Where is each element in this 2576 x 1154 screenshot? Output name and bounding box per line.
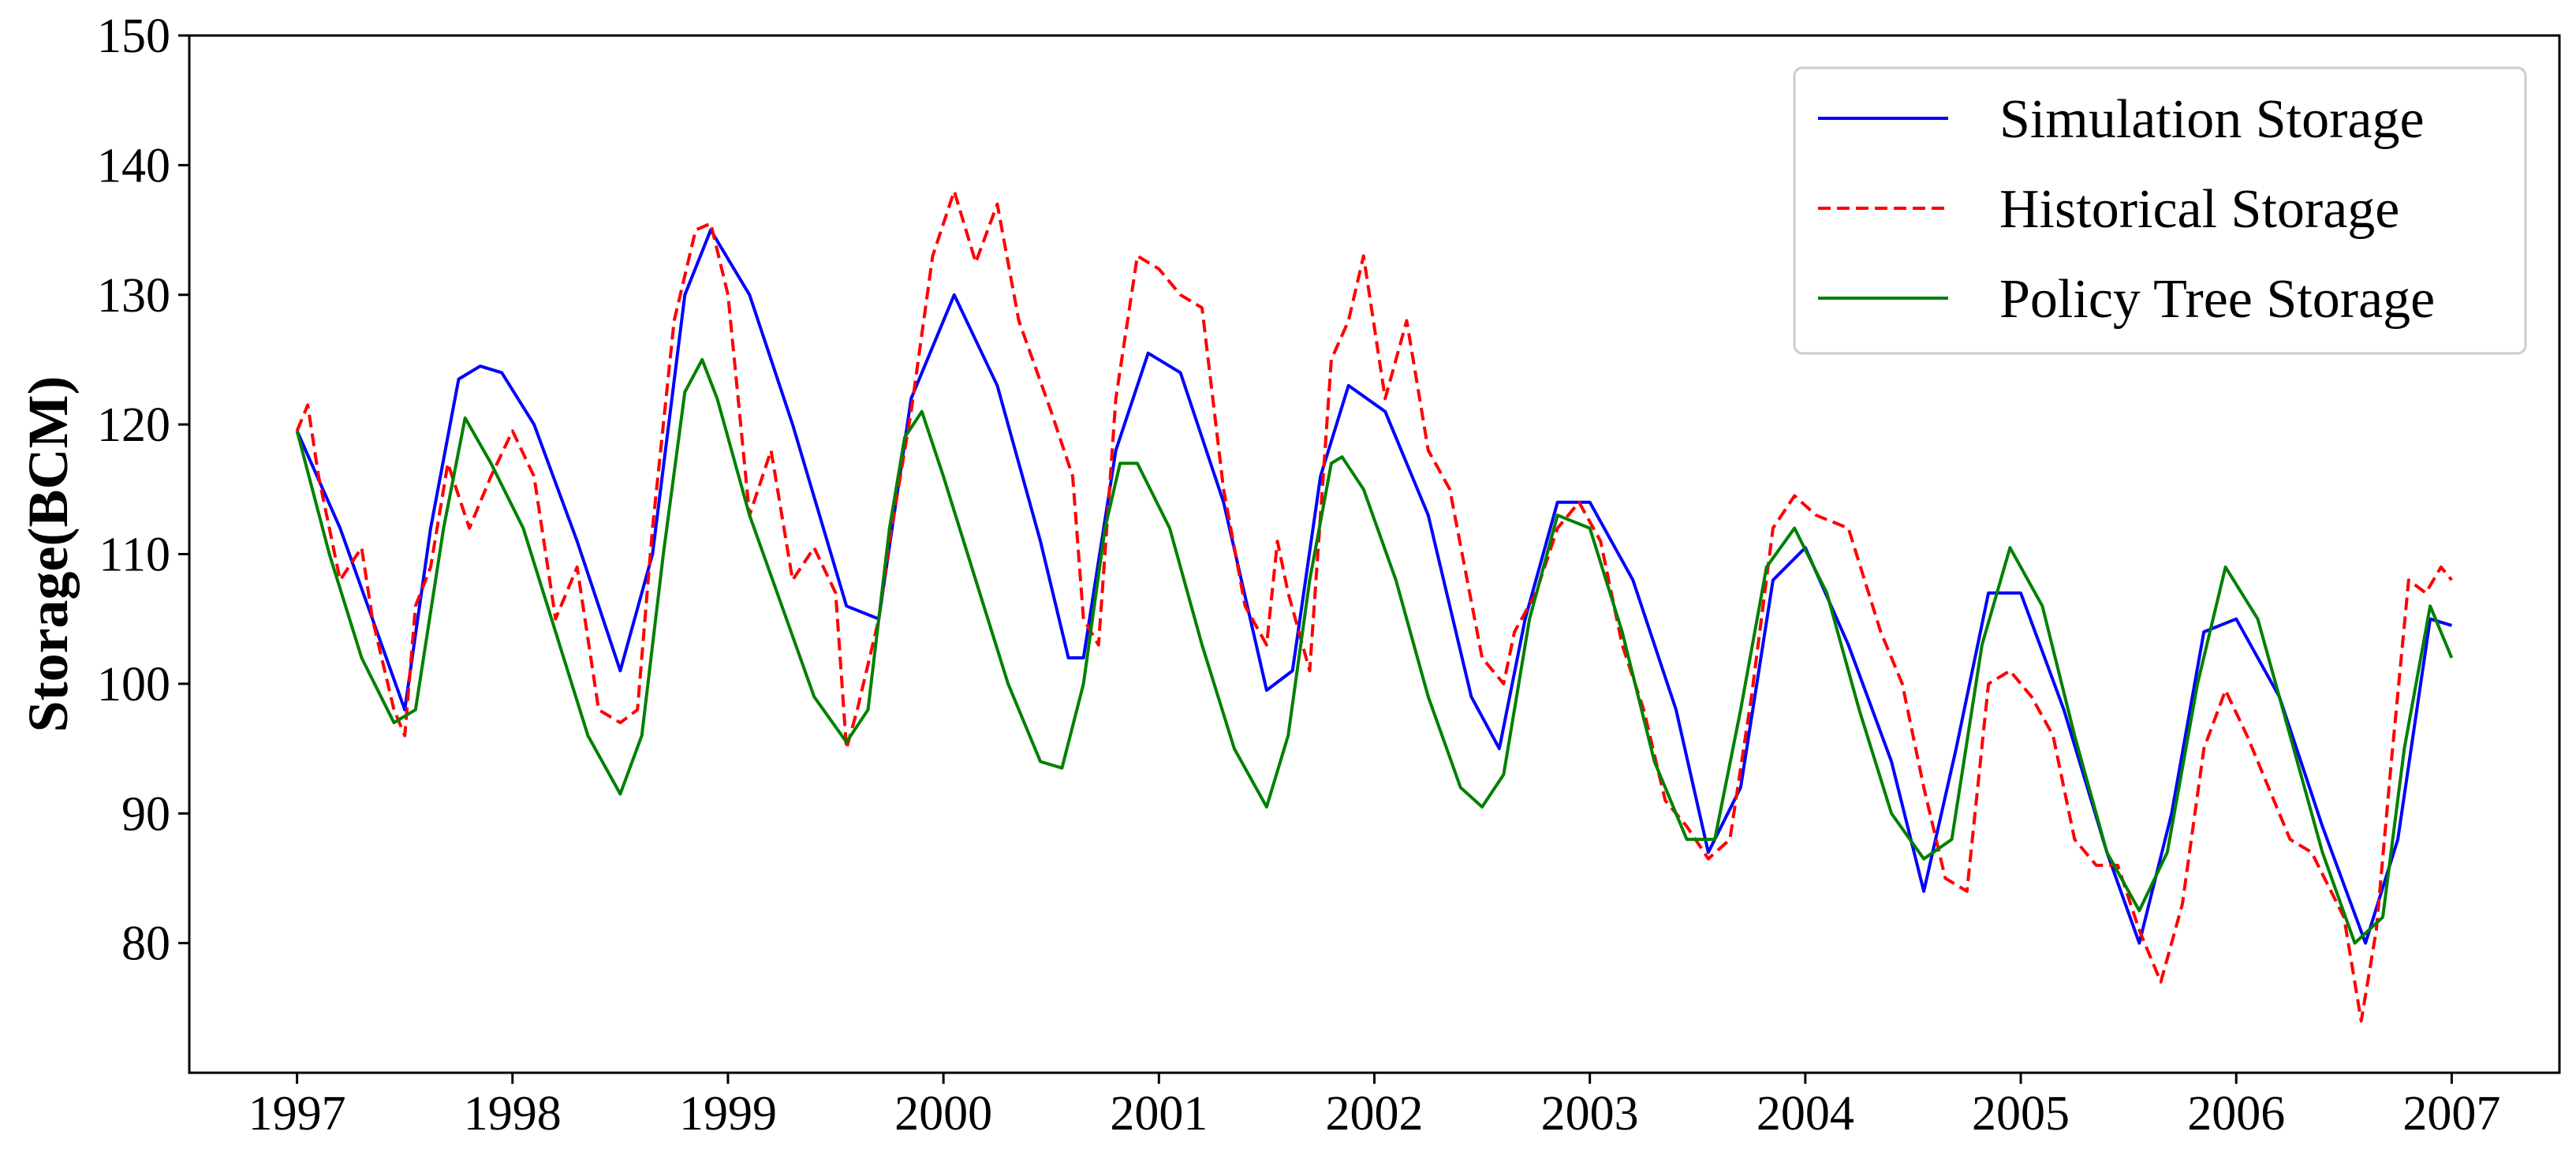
y-tick-label: 100 [97, 658, 170, 711]
legend-label-1: Simulation Storage [1999, 89, 2425, 150]
x-tick-label: 2006 [2187, 1087, 2285, 1141]
x-tick-label: 1999 [679, 1087, 777, 1141]
x-tick-label: 2002 [1326, 1087, 1424, 1141]
y-axis-label: Storage(BCM) [17, 376, 80, 733]
series-line-2 [295, 189, 2453, 1023]
y-tick-label: 90 [121, 787, 170, 841]
legend-label-3: Policy Tree Storage [1999, 269, 2435, 330]
x-tick-label: 2003 [1541, 1087, 1639, 1141]
y-tick-label: 120 [97, 398, 170, 452]
y-tick-label: 130 [97, 269, 170, 323]
series-layer [295, 189, 2454, 1023]
y-tick-label: 150 [97, 9, 170, 63]
x-tick-label: 2004 [1757, 1087, 1854, 1141]
x-tick-label: 2001 [1110, 1087, 1208, 1141]
y-tick-label: 80 [121, 917, 170, 971]
legend: Simulation Storage Historical Storage Poli… [1793, 66, 2527, 355]
y-axis: 80 90 100 110 120 130 140 150 [97, 9, 189, 971]
x-tick-label: 1997 [248, 1087, 346, 1141]
legend-box [1793, 66, 2527, 355]
x-axis: 1997 1998 1999 2000 2001 2002 2003 2004 2005 2006… [248, 1073, 2500, 1141]
legend-label-2: Historical Storage [1999, 179, 2399, 240]
x-tick-label: 1998 [464, 1087, 562, 1141]
x-tick-label: 2007 [2402, 1087, 2500, 1141]
y-tick-label: 110 [99, 528, 170, 582]
x-tick-label: 2000 [894, 1087, 992, 1141]
y-tick-label: 140 [97, 139, 170, 192]
series-line-3 [295, 357, 2454, 945]
x-tick-label: 2005 [1972, 1087, 2070, 1141]
